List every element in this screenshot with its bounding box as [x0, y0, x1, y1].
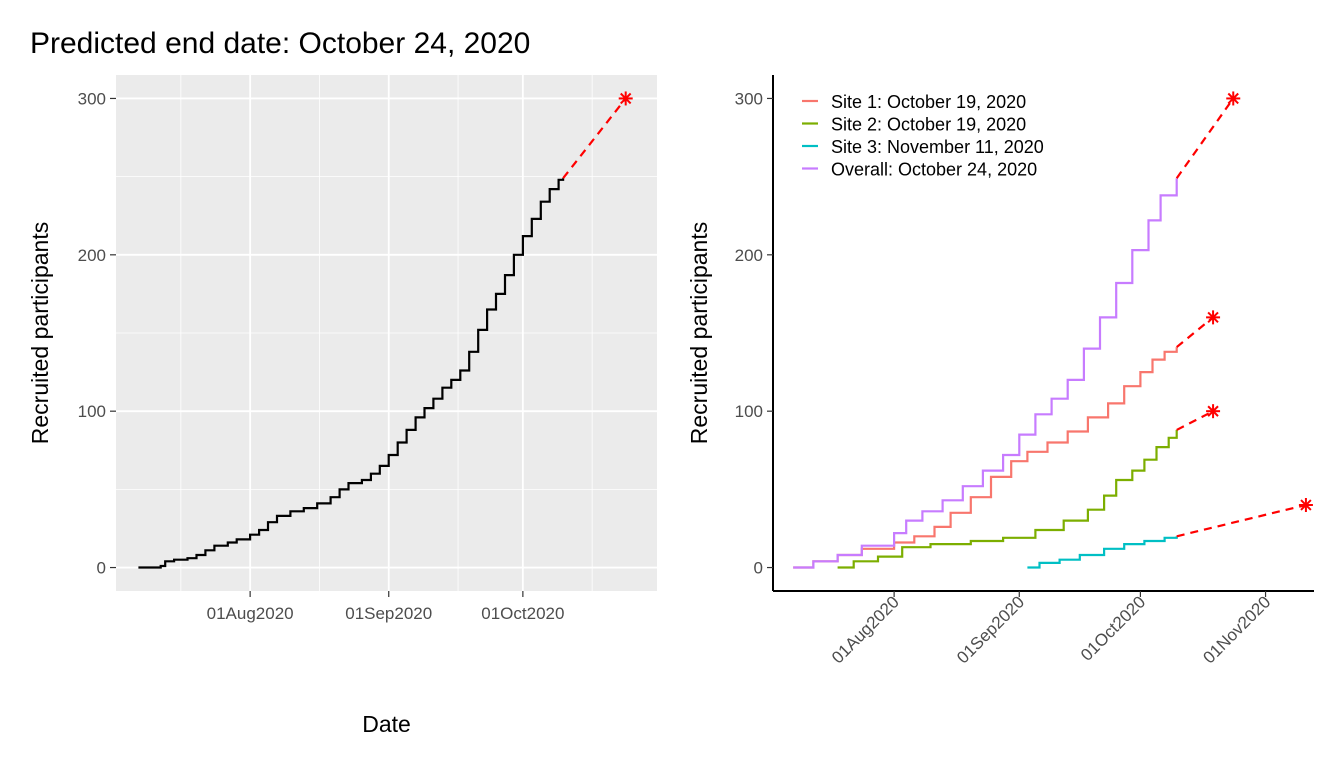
end-marker-2: [1206, 404, 1221, 419]
end-markers: [618, 91, 633, 106]
x-tick-label: 01Sep2020: [953, 592, 1028, 667]
y-axis-title: Recruited participants: [27, 222, 53, 444]
grid-lines: [116, 75, 657, 591]
x-tick-label: 01Sep2020: [345, 604, 432, 623]
series-line-4: [793, 178, 1178, 569]
projection-line-4: [1175, 97, 1235, 179]
x-tick-label: 01Oct2020: [1077, 592, 1149, 664]
legend-label-site-3: Site 3: November 11, 2020: [831, 137, 1044, 157]
series-line-2: [837, 429, 1178, 569]
recruitment-line: [138, 178, 565, 569]
end-marker-1: [1206, 310, 1221, 325]
x-tick-label: 01Oct2020: [481, 604, 564, 623]
projection-line-2: [1176, 410, 1214, 431]
series-line-3: [1027, 536, 1178, 569]
series-layer: [138, 97, 627, 569]
legend-label-site-1: Site 1: October 19, 2020: [831, 92, 1026, 112]
series-line-1: [793, 347, 1178, 569]
x-tick-label: 01Aug2020: [207, 604, 294, 623]
y-tick-label: 0: [97, 559, 106, 578]
y-tick-label: 200: [735, 246, 763, 265]
legend: Site 1: October 19, 2020 Site 2: October…: [802, 92, 1044, 180]
y-tick-label: 200: [78, 246, 106, 265]
legend-label-overall: Overall: October 24, 2020: [831, 160, 1037, 180]
y-tick-label: 100: [78, 402, 106, 421]
chart-title: Predicted end date: October 24, 2020: [30, 27, 530, 60]
y-tick-label: 300: [735, 89, 763, 108]
projection-line-1: [1176, 316, 1214, 348]
overall-recruitment-chart: 0 100 200 300 01Aug2020 01Sep2020 01Oct2020 Da…: [27, 75, 657, 737]
legend-label-site-2: Site 2: October 19, 2020: [831, 115, 1026, 135]
end-markers: [1206, 91, 1313, 512]
x-tick-label: 01Nov2020: [1199, 592, 1274, 667]
end-marker: [618, 91, 633, 106]
y-tick-label: 100: [735, 402, 763, 421]
projection-line: [562, 97, 627, 179]
x-tick-label: 01Aug2020: [828, 592, 903, 667]
end-marker-3: [1298, 498, 1313, 512]
projection-line-3: [1176, 503, 1307, 538]
series-layer: [793, 178, 1178, 569]
y-tick-label: 300: [78, 89, 106, 108]
projection-layer: [1175, 97, 1307, 538]
y-tick-label: 0: [754, 559, 763, 578]
end-marker-4: [1226, 91, 1241, 106]
x-axis-title: Date: [362, 711, 411, 737]
site-recruitment-chart: 0 100 200 300 01Aug2020 01Sep2020 01Oct2020 01N…: [686, 75, 1314, 667]
axes: 0 100 200 300 01Aug2020 01Sep2020 01Oct2020: [78, 89, 565, 623]
y-axis-title: Recruited participants: [686, 222, 712, 444]
